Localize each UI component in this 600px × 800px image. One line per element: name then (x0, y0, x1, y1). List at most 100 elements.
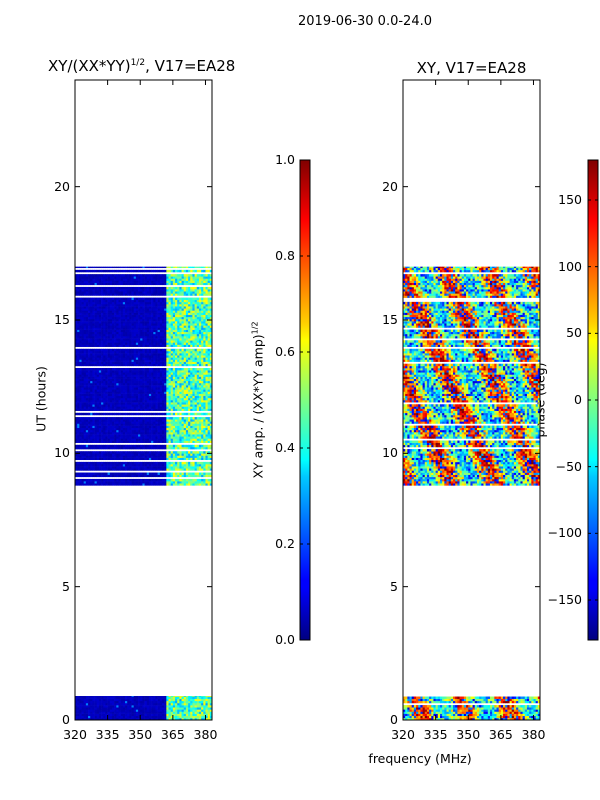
heatmap-cell (96, 461, 100, 465)
heatmap-cell (144, 423, 148, 426)
heatmap-cell (118, 419, 121, 422)
heatmap-cell (170, 440, 174, 443)
heatmap-cell (161, 344, 165, 347)
heatmap-cell (172, 427, 176, 431)
heatmap-cell (118, 453, 121, 456)
heatmap-cell (96, 474, 100, 478)
heatmap-cell (148, 382, 152, 386)
heatmap-cell (142, 478, 145, 482)
heatmap-cell (98, 464, 102, 467)
heatmap-cell (88, 350, 91, 354)
heatmap-cell (101, 333, 104, 337)
heatmap-cell (181, 372, 185, 375)
heatmap-cell (157, 297, 161, 301)
heatmap-cell (188, 321, 191, 324)
heatmap-cell (114, 297, 117, 301)
heatmap-cell (183, 389, 187, 392)
heatmap-cell (196, 336, 200, 339)
heatmap-cell (111, 395, 115, 399)
heatmap-cell (181, 353, 185, 356)
heatmap-cell (185, 321, 189, 324)
heatmap-cell (135, 464, 139, 467)
heatmap-cell (120, 301, 124, 305)
heatmap-cell (77, 481, 80, 484)
heatmap-cell (142, 429, 145, 433)
heatmap-cell (133, 310, 137, 313)
heatmap-cell (207, 321, 211, 324)
heatmap-cell (98, 370, 102, 373)
heatmap-cell (166, 353, 169, 356)
heatmap-cell (192, 331, 195, 335)
heatmap-cell (79, 402, 82, 405)
heatmap-cell (138, 325, 141, 328)
heatmap-cell (203, 408, 206, 411)
heatmap-cell (98, 380, 102, 384)
heatmap-cell (209, 434, 213, 437)
heatmap-cell (122, 297, 126, 301)
heatmap-cell (190, 333, 193, 337)
heatmap-cell (155, 455, 158, 458)
heatmap-cell (98, 348, 102, 352)
heatmap-cell (135, 478, 139, 482)
heatmap-cell (146, 382, 150, 386)
heatmap-cell (148, 325, 152, 328)
heatmap-cell (207, 372, 211, 375)
heatmap-cell (98, 389, 102, 392)
heatmap-cell (144, 455, 148, 458)
heatmap-cell (161, 312, 165, 315)
heatmap-cell (125, 446, 128, 450)
heatmap-cell (194, 359, 198, 362)
heatmap-cell (107, 338, 111, 341)
heatmap-cell (170, 425, 174, 429)
heatmap-cell (201, 468, 204, 471)
heatmap-cell (157, 436, 161, 439)
heatmap-cell (161, 464, 165, 467)
heatmap-cell (120, 406, 124, 409)
heatmap-cell (168, 481, 171, 484)
heatmap-cell (185, 376, 189, 379)
heatmap-cell (75, 404, 78, 407)
heatmap-cell (129, 395, 132, 399)
heatmap-cell (127, 306, 130, 309)
heatmap-cell (168, 316, 171, 320)
heatmap-cell (125, 327, 128, 330)
heatmap-cell (203, 374, 206, 377)
heatmap-cell (151, 344, 154, 347)
heatmap-cell (157, 385, 161, 388)
heatmap-cell (138, 451, 141, 454)
heatmap-cell (207, 387, 211, 390)
heatmap-cell (198, 361, 202, 365)
heatmap-cell (129, 350, 132, 354)
heatmap-cell (198, 393, 202, 397)
heatmap-cell (131, 306, 135, 309)
heatmap-cell (177, 338, 180, 341)
heatmap-cell (168, 395, 171, 399)
heatmap-cell (192, 395, 195, 399)
heatmap-cell (92, 348, 95, 352)
heatmap-cell (120, 395, 124, 399)
heatmap-cell (146, 329, 150, 333)
heatmap-cell (175, 306, 178, 309)
heatmap-cell (127, 316, 130, 320)
heatmap-cell (148, 308, 152, 311)
heatmap-cell (88, 408, 91, 411)
heatmap-cell (164, 457, 167, 461)
heatmap-cell (192, 425, 195, 429)
heatmap-cell (142, 412, 145, 416)
heatmap-cell (81, 451, 84, 454)
heatmap-cell (98, 374, 102, 377)
heatmap-cell (188, 385, 191, 388)
heatmap-cell (166, 444, 169, 448)
heatmap-cell (94, 308, 98, 311)
heatmap-cell (177, 308, 180, 311)
heatmap-cell (109, 451, 113, 454)
heatmap-cell (120, 342, 124, 345)
heatmap-cell (207, 466, 211, 469)
heatmap-cell (114, 444, 117, 448)
heatmap-cell (85, 338, 89, 341)
heatmap-cell (198, 331, 202, 335)
heatmap-cell (148, 408, 152, 411)
heatmap-cell (146, 438, 150, 441)
heatmap-cell (181, 318, 185, 322)
heatmap-cell (185, 453, 189, 456)
